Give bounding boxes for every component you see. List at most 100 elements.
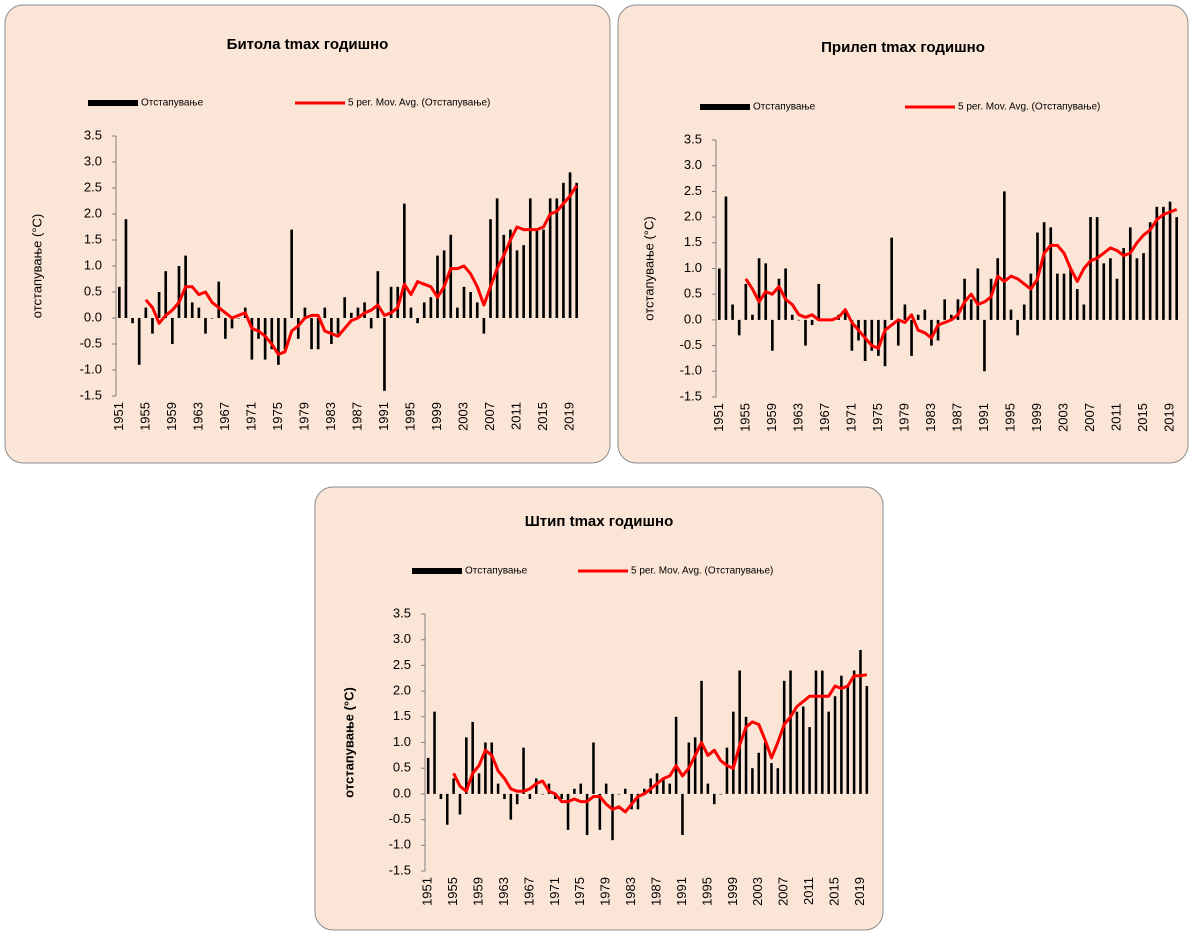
y-tick-label: 2.5 bbox=[84, 179, 102, 194]
bar bbox=[817, 283, 821, 320]
bar bbox=[725, 747, 729, 794]
y-tick-label: -1.5 bbox=[680, 388, 702, 403]
x-tick-label: 1971 bbox=[843, 403, 858, 432]
legend-label: Отстапување bbox=[141, 98, 204, 109]
x-tick-label: 2015 bbox=[1135, 403, 1150, 432]
bar bbox=[490, 742, 494, 794]
y-tick-label: 0.0 bbox=[393, 785, 411, 800]
x-tick-label: 1967 bbox=[217, 402, 232, 431]
bar bbox=[833, 696, 837, 794]
bar bbox=[808, 727, 811, 794]
bar bbox=[668, 783, 672, 794]
bar bbox=[462, 286, 466, 318]
y-tick-label: 3.5 bbox=[84, 127, 102, 142]
x-tick-label: 1999 bbox=[1029, 403, 1044, 432]
bar bbox=[137, 318, 141, 365]
bar bbox=[210, 318, 214, 319]
legend-label: 5 per. Mov. Avg. (Отстапување) bbox=[348, 98, 490, 109]
x-tick-label: 2007 bbox=[1082, 403, 1097, 432]
y-axis-label: отстапување (°C) bbox=[29, 214, 44, 318]
bar bbox=[1168, 201, 1172, 320]
legend-swatch bbox=[88, 100, 138, 106]
bar bbox=[1095, 217, 1099, 320]
x-tick-label: 1975 bbox=[870, 403, 885, 432]
bar bbox=[717, 268, 721, 320]
bar bbox=[429, 297, 433, 318]
x-tick-label: 1971 bbox=[243, 402, 258, 431]
y-tick-label: 1.0 bbox=[393, 734, 411, 749]
legend-swatch bbox=[700, 104, 750, 110]
bar bbox=[903, 304, 907, 320]
bar bbox=[496, 783, 500, 794]
moving-average-line bbox=[452, 673, 868, 814]
bar bbox=[630, 793, 633, 810]
bar bbox=[509, 229, 512, 318]
x-tick-label: 1975 bbox=[270, 402, 285, 431]
x-tick-label: 1967 bbox=[817, 403, 832, 432]
bar bbox=[789, 670, 792, 794]
x-tick-label: 1951 bbox=[420, 877, 435, 906]
bar bbox=[477, 773, 481, 794]
bar bbox=[956, 299, 960, 320]
x-tick-label: 2015 bbox=[535, 402, 550, 431]
bar bbox=[164, 271, 168, 318]
x-tick-label: 1987 bbox=[349, 402, 364, 431]
bar bbox=[795, 711, 799, 794]
x-tick-label: 1955 bbox=[137, 402, 152, 431]
x-tick-label: 2011 bbox=[508, 402, 523, 430]
x-tick-label: 2007 bbox=[776, 877, 791, 906]
bar bbox=[674, 716, 678, 794]
bar bbox=[896, 319, 900, 346]
x-tick-label: 1979 bbox=[896, 403, 911, 432]
bar bbox=[623, 788, 627, 794]
bar bbox=[465, 737, 468, 794]
x-tick-label: 2003 bbox=[1055, 403, 1070, 432]
bar bbox=[224, 318, 227, 339]
bar bbox=[890, 237, 893, 320]
x-tick-label: 2003 bbox=[455, 402, 470, 431]
bar bbox=[712, 793, 716, 805]
bar bbox=[827, 711, 830, 794]
bar bbox=[1056, 273, 1059, 320]
bar bbox=[343, 297, 347, 318]
bar bbox=[541, 793, 544, 795]
bar bbox=[863, 319, 867, 362]
bar bbox=[943, 299, 947, 320]
y-tick-label: 2.0 bbox=[684, 209, 702, 224]
bar bbox=[290, 229, 293, 318]
bar bbox=[471, 721, 474, 794]
bar bbox=[810, 319, 814, 326]
bar bbox=[389, 286, 393, 318]
y-tick-label: -1.0 bbox=[680, 363, 702, 378]
x-tick-label: 1951 bbox=[711, 403, 726, 432]
bar bbox=[403, 203, 406, 318]
bar bbox=[197, 307, 201, 318]
x-tick-label: 1951 bbox=[111, 402, 126, 431]
bar bbox=[171, 318, 174, 344]
bar bbox=[204, 318, 207, 334]
bar bbox=[732, 711, 735, 794]
bar bbox=[548, 198, 552, 318]
bar bbox=[737, 319, 741, 336]
bar bbox=[489, 219, 492, 318]
legend-label: 5 per. Mov. Avg. (Отстапување) bbox=[958, 102, 1100, 113]
bar bbox=[257, 318, 260, 339]
bar bbox=[790, 314, 794, 320]
bar bbox=[757, 752, 761, 794]
bar bbox=[283, 318, 287, 350]
panel bbox=[4, 4, 611, 464]
y-tick-label: 2.0 bbox=[393, 683, 411, 698]
bar bbox=[877, 319, 880, 356]
legend-label: Отстапување bbox=[753, 102, 816, 113]
bar bbox=[369, 318, 373, 329]
bar bbox=[469, 292, 472, 318]
bar bbox=[439, 793, 443, 800]
bar bbox=[515, 793, 519, 805]
chart-title: Битола tmax годишно bbox=[227, 36, 389, 53]
bar bbox=[484, 742, 487, 794]
bar bbox=[865, 685, 869, 794]
bar bbox=[776, 768, 780, 794]
bar bbox=[770, 763, 773, 794]
bar bbox=[349, 312, 353, 318]
y-tick-label: 3.5 bbox=[684, 131, 702, 146]
